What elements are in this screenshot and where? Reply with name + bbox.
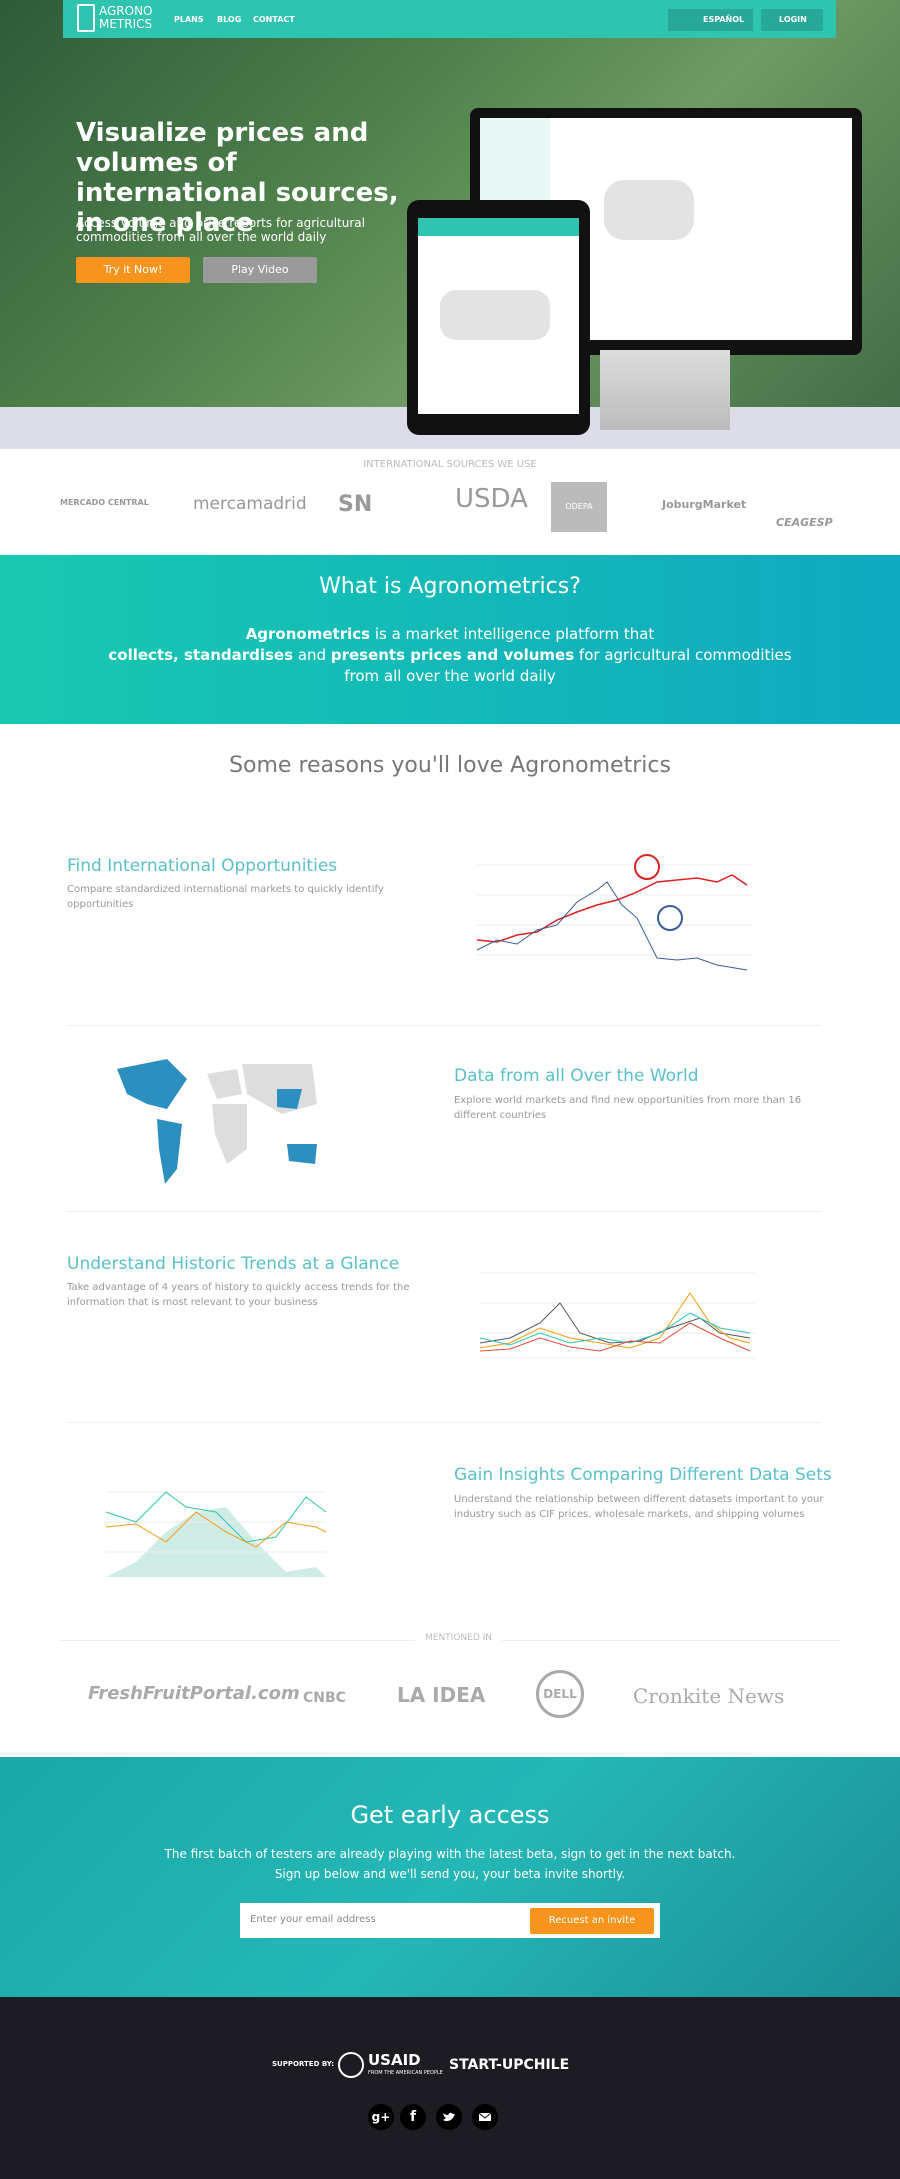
logo-icon (77, 4, 95, 32)
flag (657, 905, 683, 931)
feature-title: Find International Opportunities (67, 856, 338, 876)
feature-chart (105, 1491, 327, 1577)
nav-link[interactable]: PLANS (174, 15, 204, 24)
divider (67, 1211, 822, 1212)
usaid-sub: FROM THE AMERICAN PEOPLE (368, 2070, 443, 2076)
about-text: Agronometrics is a market intelligence p… (95, 624, 805, 687)
about-section (0, 555, 900, 724)
startup-logo: START-UPCHILE (449, 2057, 570, 2073)
access-section (0, 1757, 900, 1997)
twitter[interactable] (436, 2104, 462, 2130)
world-map (117, 1059, 317, 1184)
source-logo: mercamadrid (193, 494, 307, 514)
access-text: The first batch of testers are already p… (164, 1847, 736, 1861)
source-logo: USDA (455, 484, 528, 514)
text: presents prices and volumes (330, 646, 575, 664)
google-plus[interactable]: g+ (368, 2104, 394, 2130)
line (476, 874, 748, 943)
map-shape (440, 290, 550, 340)
feature-text: Take advantage of 4 years of history to … (67, 1282, 410, 1308)
usaid-logo: USAID (368, 2051, 421, 2069)
nav-link[interactable]: BLOG (217, 15, 242, 24)
feature-title: Gain Insights Comparing Different Data S… (454, 1465, 832, 1485)
logo[interactable]: AGRONO METRICS (99, 5, 153, 31)
mail[interactable] (472, 2104, 498, 2130)
feature-text: Explore world markets and find new oppor… (454, 1095, 802, 1121)
map-shape (604, 180, 694, 240)
logo-top: AGRONO (99, 4, 153, 18)
source-logo: CEAGESP (776, 516, 833, 529)
language: ESPAÑOL (703, 15, 745, 24)
email-input[interactable]: Enter your email address (250, 1914, 376, 1925)
chart-bg (447, 840, 757, 993)
feature-chart (447, 840, 757, 993)
reasons-title: Some reasons you'll love Agronometrics (229, 753, 671, 778)
sources-label: INTERNATIONAL SOURCES WE USE (363, 459, 537, 470)
press-logo: CNBC (303, 1690, 346, 1706)
press-logo: LA IDEA (397, 1683, 486, 1707)
about-title: What is Agronometrics? (319, 574, 581, 599)
source-logo: JoburgMarket (662, 498, 747, 511)
supported-label: SUPPORTED BY: (272, 2060, 335, 2068)
brand: Agronometrics (245, 625, 371, 643)
invite-button[interactable]: Recuest an invite (530, 1908, 654, 1934)
facebook[interactable]: f (400, 2104, 426, 2130)
press-logo: DELL (536, 1670, 584, 1718)
text: for agricultural commodities from all ov… (344, 646, 792, 685)
line (476, 881, 748, 971)
login-button[interactable] (761, 9, 823, 31)
logo-bottom: METRICS (99, 17, 153, 31)
source-logo: MERCADO CENTRAL (60, 498, 149, 507)
access-title: Get early access (350, 1801, 550, 1829)
play-button[interactable]: Play Video (203, 257, 317, 283)
login-label: LOGIN (779, 15, 807, 24)
monitor-stand (600, 350, 730, 430)
text: collects, standardises (108, 646, 294, 664)
tablet-header (418, 218, 579, 236)
press-logo: FreshFruitPortal.com (88, 1683, 300, 1704)
usaid-seal (338, 2052, 364, 2078)
divider (67, 1422, 822, 1423)
feature-text: Compare standardized international marke… (67, 884, 384, 910)
source-logo: SN (338, 492, 373, 517)
text: and (297, 646, 327, 664)
footer (0, 1997, 900, 2179)
mentioned-label: MENTIONED IN (415, 1633, 503, 1643)
divider (67, 1025, 822, 1026)
hero-subtitle: Access volume and price reports for agri… (76, 216, 365, 244)
text: is a market intelligence platform that (374, 625, 655, 643)
nav-bar: AGRONO METRICS PLANS BLOG CONTACT ESPAÑOL… (63, 0, 836, 38)
try-button[interactable]: Try it Now! (76, 257, 190, 283)
feature-title: Understand Historic Trends at a Glance (67, 1254, 400, 1274)
feature-text: Understand the relationship between diff… (454, 1494, 824, 1520)
nav-link[interactable]: CONTACT (253, 15, 295, 24)
source-logo: ODEPA (551, 482, 607, 532)
language-select[interactable] (668, 9, 753, 31)
flag (634, 854, 660, 880)
feature-chart (479, 1272, 755, 1359)
access-text: Sign up below and we'll send you, your b… (274, 1867, 626, 1881)
hero-title: Visualize prices and volumes of internat… (76, 118, 399, 238)
press-logo: Cronkite News (633, 1684, 785, 1708)
feature-title: Data from all Over the World (454, 1066, 699, 1086)
